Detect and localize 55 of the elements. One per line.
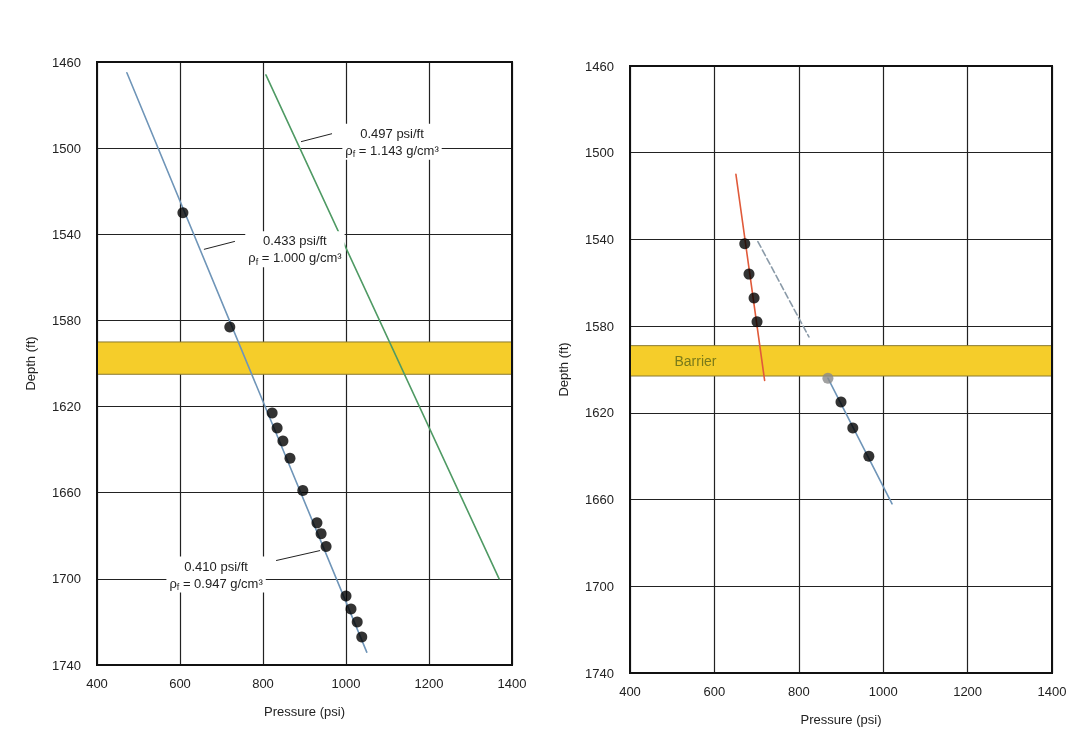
y-tick-label: 1700: [52, 571, 81, 587]
x-tick-label: 600: [703, 684, 726, 699]
x-tick-label: 1400: [1037, 684, 1067, 699]
point: [351, 616, 363, 628]
x-tick-label: 400: [619, 684, 641, 699]
y-tick-label: 1740: [52, 657, 81, 673]
x-tick-label: 1400: [497, 676, 527, 691]
point: [311, 517, 323, 529]
y-tick-label: 1500: [585, 145, 614, 161]
point: [345, 603, 357, 615]
x-axis-title: Pressure (psi): [264, 704, 345, 719]
point: [340, 590, 352, 602]
x-tick-label: 1200: [953, 684, 983, 699]
y-tick-label: 1620: [52, 399, 81, 415]
point: [739, 238, 751, 250]
x-axis-title: Pressure (psi): [800, 712, 882, 727]
y-tick-label: 1700: [585, 578, 614, 594]
y-axis-title: Depth (ft): [23, 336, 38, 391]
point: [320, 541, 332, 553]
y-tick-label: 1620: [585, 405, 614, 421]
band-label: Barrier: [674, 352, 717, 369]
point: [748, 292, 760, 304]
x-tick-label: 1000: [868, 684, 898, 699]
y-tick-label: 1660: [585, 492, 614, 508]
y-tick-label: 1580: [585, 318, 614, 334]
y-tick-label: 1540: [52, 226, 81, 242]
y-tick-label: 1500: [52, 140, 81, 156]
point: [356, 631, 368, 643]
point: [863, 450, 875, 462]
point: [822, 372, 834, 384]
y-tick-label: 1460: [585, 58, 614, 74]
point: [177, 207, 189, 219]
x-tick-label: 400: [86, 676, 108, 691]
point: [835, 396, 847, 408]
point: [315, 528, 327, 540]
x-tick-label: 1200: [414, 676, 444, 691]
point: [284, 452, 296, 464]
point: [224, 321, 236, 333]
point: [743, 268, 755, 280]
y-tick-label: 1460: [52, 54, 81, 70]
x-tick-label: 800: [787, 684, 810, 699]
x-tick-label: 1000: [331, 676, 361, 691]
y-axis-title: Depth (ft): [556, 342, 571, 397]
point: [271, 422, 283, 434]
point: [266, 407, 278, 419]
point: [297, 485, 309, 497]
y-tick-label: 1580: [52, 312, 81, 328]
y-tick-label: 1740: [585, 665, 614, 681]
point: [751, 316, 763, 328]
y-tick-label: 1540: [585, 231, 614, 247]
point: [847, 422, 859, 434]
point: [277, 435, 289, 447]
y-tick-label: 1660: [52, 485, 81, 501]
x-tick-label: 600: [169, 676, 191, 691]
x-tick-label: 800: [252, 676, 274, 691]
